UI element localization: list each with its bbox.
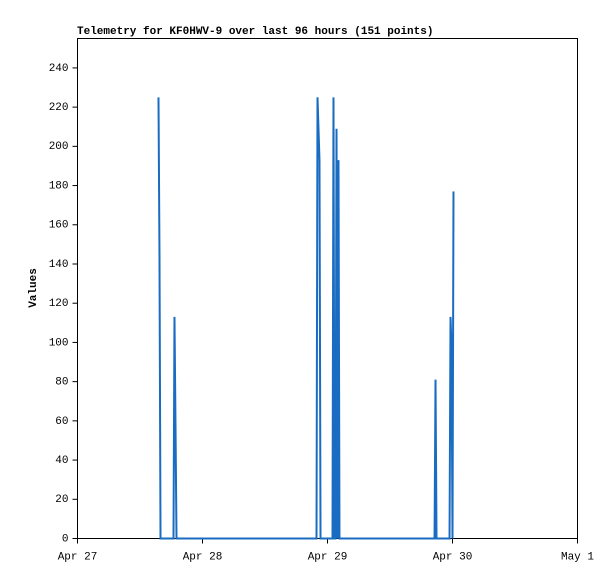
- x-tick-label: Apr 27: [58, 551, 98, 563]
- x-tick-label: Apr 30: [433, 551, 473, 563]
- plot-frame: [77, 38, 578, 539]
- y-tick-label: 40: [55, 455, 68, 467]
- x-tick-label: Apr 28: [183, 551, 223, 563]
- x-tick-label: Apr 29: [308, 551, 348, 563]
- y-tick-label: 220: [49, 102, 69, 114]
- data-line: [157, 97, 455, 540]
- y-tick-label: 120: [49, 298, 69, 310]
- y-axis-label: Values: [28, 268, 40, 308]
- y-tick-label: 80: [55, 377, 68, 389]
- y-tick-label: 160: [49, 220, 69, 232]
- y-tick-label: 0: [62, 533, 69, 545]
- y-tick-label: 20: [55, 494, 68, 506]
- y-tick-label: 200: [49, 141, 69, 153]
- y-tick-label: 60: [55, 416, 68, 428]
- x-tick-label: May 1: [561, 551, 594, 563]
- y-tick-label: 180: [49, 180, 69, 192]
- y-tick-label: 100: [49, 337, 69, 349]
- chart-title: Telemetry for KF0HWV-9 over last 96 hour…: [77, 26, 433, 38]
- y-tick-label: 240: [49, 63, 69, 75]
- y-tick-label: 140: [49, 259, 69, 271]
